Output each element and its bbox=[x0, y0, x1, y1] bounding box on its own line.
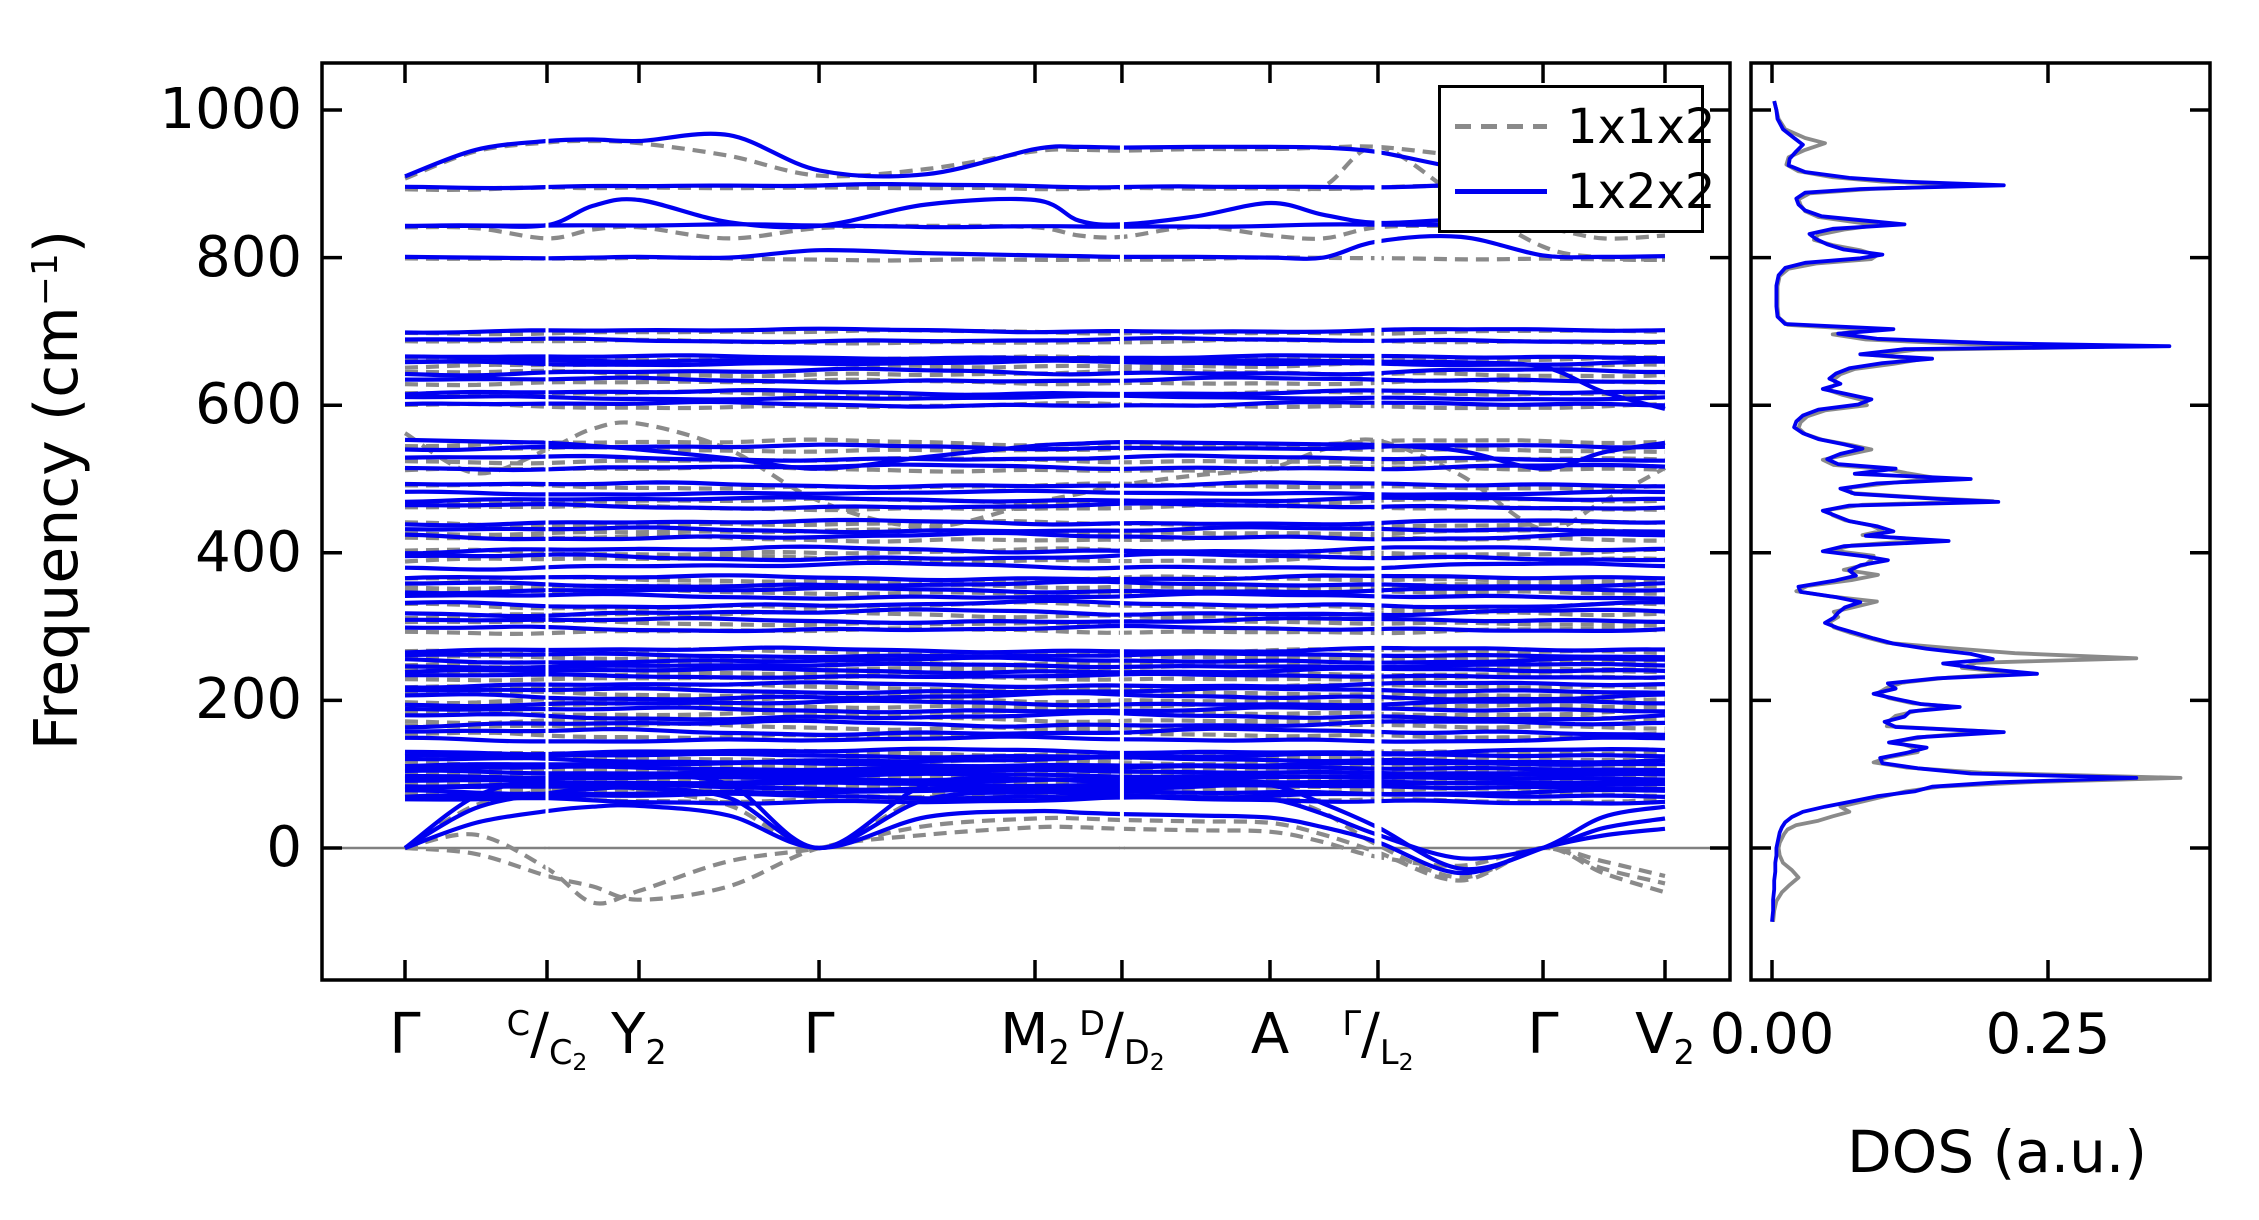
kpath-tick-label: M2 bbox=[1000, 1002, 1070, 1072]
kpath-tick-label: Γ bbox=[1527, 1002, 1559, 1067]
band-series-1x2x2 bbox=[403, 131, 1666, 876]
dos-panel bbox=[1770, 100, 2183, 922]
dos-tick-label: 0.25 bbox=[1985, 1002, 2111, 1067]
dos-curve-1x2x2 bbox=[1770, 100, 2172, 922]
legend-line-sample-solid bbox=[1455, 189, 1547, 194]
kpath-discontinuity bbox=[1119, 65, 1124, 978]
y-tick-label: 200 bbox=[195, 667, 302, 733]
kpath-tick-label: V2 bbox=[1635, 1002, 1695, 1072]
kpath-discontinuity bbox=[1374, 65, 1382, 978]
dos-panel-frame bbox=[1749, 61, 2212, 982]
kpath-tick-label: Γ bbox=[803, 1002, 835, 1067]
y-tick-label: 800 bbox=[195, 224, 302, 290]
y-tick-label: 600 bbox=[195, 372, 302, 438]
legend: 1x1x2 1x2x2 bbox=[1438, 85, 1715, 233]
dos-axis-label: DOS (a.u.) bbox=[1847, 1118, 2147, 1186]
legend-label: 1x1x2 bbox=[1567, 98, 1716, 155]
kpath-tick-label: C/C2 bbox=[506, 1002, 588, 1076]
legend-line-sample-dashed bbox=[1455, 124, 1547, 129]
kpath-tick-label: Γ/L2 bbox=[1342, 1002, 1414, 1076]
kpath-tick-label: A bbox=[1250, 1002, 1290, 1067]
kpath-discontinuity bbox=[545, 65, 549, 978]
kpath-tick-label: Y2 bbox=[611, 1002, 667, 1072]
y-tick-label: 1000 bbox=[159, 77, 302, 142]
legend-item: 1x1x2 bbox=[1455, 103, 1715, 151]
band-panel bbox=[324, 65, 1728, 978]
band-panel-frame bbox=[320, 61, 1732, 982]
legend-label: 1x2x2 bbox=[1567, 163, 1716, 220]
dos-tick-label: 0.00 bbox=[1709, 1002, 1835, 1067]
kpath-tick-label: Γ bbox=[389, 1002, 421, 1067]
kpath-tick-label: D/D2 bbox=[1079, 1002, 1165, 1076]
y-axis-label: Frequency (cm−1) bbox=[22, 229, 92, 751]
y-tick-label: 400 bbox=[195, 519, 302, 585]
legend-item: 1x2x2 bbox=[1455, 168, 1715, 216]
y-tick-label: 0 bbox=[266, 815, 302, 880]
